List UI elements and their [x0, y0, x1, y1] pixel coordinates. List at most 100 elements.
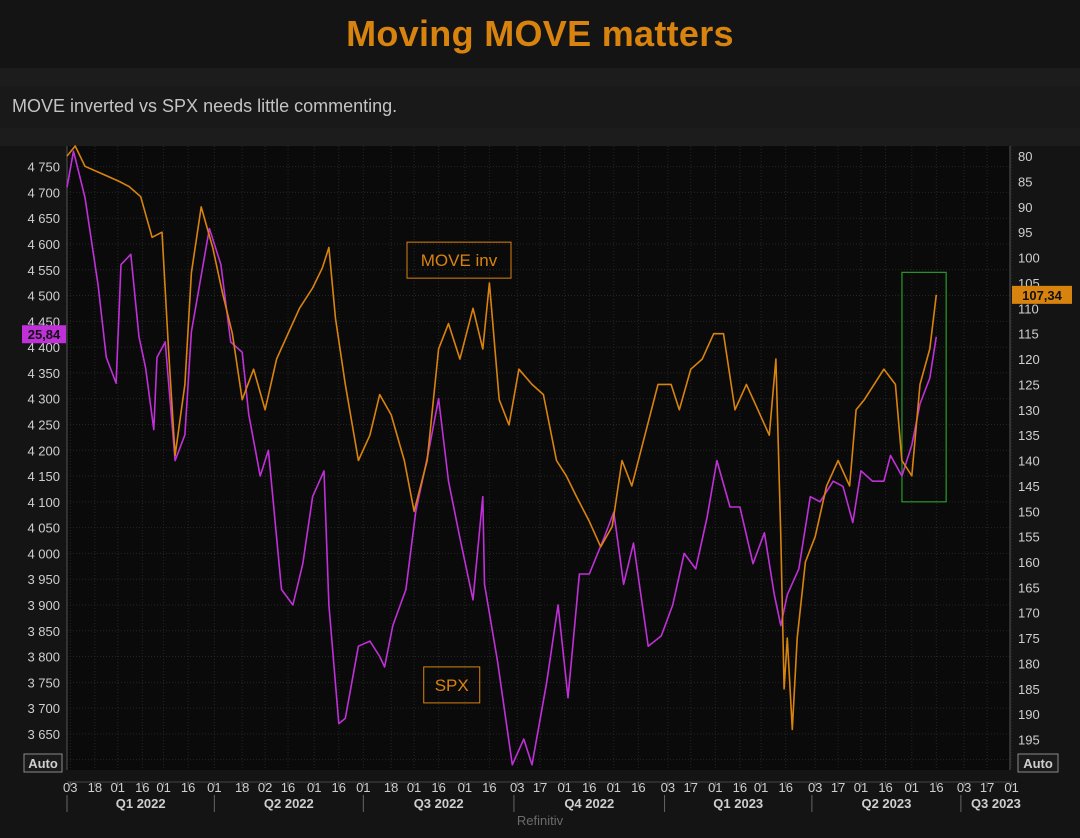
x-tick-label: 01 — [458, 780, 472, 795]
spx-last-value-tag — [22, 325, 66, 344]
subtitle-bar — [0, 86, 1080, 128]
right-axis-tick-label: 80 — [1018, 149, 1032, 164]
x-tick-label: 16 — [778, 780, 792, 795]
x-tick-label: 01 — [407, 780, 421, 795]
separator-band — [0, 68, 1080, 86]
x-tick-label: 01 — [708, 780, 722, 795]
x-tick-label: 01 — [607, 780, 621, 795]
right-axis-tick-label: 160 — [1018, 555, 1040, 570]
right-axis-tick-label: 150 — [1018, 504, 1040, 519]
right-axis-tick-label: 170 — [1018, 606, 1040, 621]
left-axis-tick-label: 3 900 — [27, 598, 60, 613]
x-tick-label: 03 — [63, 780, 77, 795]
quarter-label: Q3 2023 — [971, 796, 1021, 811]
x-tick-label: 17 — [684, 780, 698, 795]
title-bar: Moving MOVE matters — [0, 0, 1080, 68]
x-tick-label: 18 — [384, 780, 398, 795]
spx-series-line — [66, 150, 938, 766]
separator-band-lower — [0, 128, 1080, 146]
right-axis-tick-label: 85 — [1018, 175, 1032, 190]
x-tick-label: 16 — [929, 780, 943, 795]
left-axis-tick-label: 3 650 — [27, 727, 60, 742]
spx-annotation-box — [423, 666, 481, 704]
right-axis-tick-label: 100 — [1018, 251, 1040, 266]
quarter-label: Q1 2023 — [713, 796, 763, 811]
right-axis-tick-label: 180 — [1018, 656, 1040, 671]
x-tick-label: 01 — [111, 780, 125, 795]
left-axis-tick-label: 4 250 — [27, 417, 60, 432]
quarter-label: Q1 2022 — [116, 796, 166, 811]
x-tick-label: 17 — [980, 780, 994, 795]
quarter-label: Q3 2022 — [414, 796, 464, 811]
right-axis-tick-label: 115 — [1018, 327, 1039, 342]
left-axis-tick-label: 4 550 — [27, 263, 60, 278]
move-annotation-box — [406, 241, 512, 279]
move-annotation-label: MOVE inv — [421, 251, 498, 270]
right-axis-tick-label: 130 — [1018, 403, 1040, 418]
x-tick-label: 01 — [854, 780, 868, 795]
page-title: Moving MOVE matters — [346, 13, 734, 54]
left-axis-tick-label: 4 000 — [27, 546, 60, 561]
x-tick-label: 01 — [207, 780, 221, 795]
right-axis-tick-label: 185 — [1018, 682, 1040, 697]
x-tick-label: 16 — [181, 780, 195, 795]
x-tick-label: 01 — [356, 780, 370, 795]
left-axis-tick-label: 4 200 — [27, 443, 60, 458]
right-axis-tick-label: 145 — [1018, 479, 1040, 494]
left-axis-tick-label: 3 800 — [27, 650, 60, 665]
left-auto-button: Auto — [28, 756, 58, 771]
x-tick-label: 16 — [733, 780, 747, 795]
x-tick-label: 16 — [878, 780, 892, 795]
x-tick-label: 03 — [808, 780, 822, 795]
subtitle-text: MOVE inverted vs SPX needs little commen… — [12, 96, 398, 116]
left-axis-tick-label: 3 850 — [27, 624, 60, 639]
left-axis-tick-label: 4 400 — [27, 340, 60, 355]
plot-area — [67, 146, 1010, 770]
source-label: Refinitiv — [516, 813, 564, 828]
right-axis-tick-label: 195 — [1018, 733, 1040, 748]
x-tick-label: 16 — [135, 780, 149, 795]
right-axis-tick-label: 165 — [1018, 580, 1040, 595]
right-axis-tick-label: 125 — [1018, 377, 1040, 392]
right-axis-tick-label: 120 — [1018, 352, 1040, 367]
x-tick-label: 01 — [905, 780, 919, 795]
right-axis-tick-label: 90 — [1018, 200, 1032, 215]
move-last-value-tag — [1012, 285, 1072, 304]
right-axis-tick-label: 110 — [1018, 301, 1039, 316]
x-tick-label: 18 — [88, 780, 102, 795]
quarter-label: Q2 2022 — [264, 796, 314, 811]
spx-annotation-label: SPX — [435, 676, 469, 695]
x-tick-label: 03 — [957, 780, 971, 795]
left-auto-button-frame — [23, 753, 63, 773]
left-axis-tick-label: 4 300 — [27, 392, 60, 407]
x-tick-label: 03 — [510, 780, 524, 795]
x-tick-label: 01 — [1004, 780, 1018, 795]
left-axis-tick-label: 4 150 — [27, 469, 60, 484]
x-tick-label: 16 — [281, 780, 295, 795]
x-tick-label: 02 — [258, 780, 272, 795]
right-axis-tick-label: 140 — [1018, 454, 1040, 469]
x-tick-label: 16 — [332, 780, 346, 795]
x-tick-label: 16 — [631, 780, 645, 795]
left-axis-tick-label: 4 100 — [27, 495, 60, 510]
quarter-label: Q4 2022 — [564, 796, 614, 811]
left-axis-tick-label: 4 500 — [27, 289, 60, 304]
highlight-box — [901, 271, 947, 503]
left-axis-tick-label: 3 950 — [27, 572, 60, 587]
right-axis-tick-label: 175 — [1018, 631, 1040, 646]
x-tick-label: 01 — [754, 780, 768, 795]
x-tick-label: 16 — [431, 780, 445, 795]
right-axis-tick-label: 155 — [1018, 530, 1040, 545]
left-axis-tick-label: 4 350 — [27, 366, 60, 381]
x-tick-label: 16 — [482, 780, 496, 795]
right-axis-tick-label: 135 — [1018, 428, 1040, 443]
move-last-value-text: 107,34 — [1022, 288, 1063, 303]
spx-last-value-text: 25,84 — [28, 327, 61, 342]
quarter-label: Q2 2023 — [861, 796, 911, 811]
left-axis-tick-label: 4 050 — [27, 521, 60, 536]
left-axis-tick-label: 4 600 — [27, 237, 60, 252]
right-axis-tick-label: 190 — [1018, 707, 1040, 722]
left-axis-tick-label: 4 650 — [27, 211, 60, 226]
right-auto-button-frame — [1017, 753, 1059, 773]
